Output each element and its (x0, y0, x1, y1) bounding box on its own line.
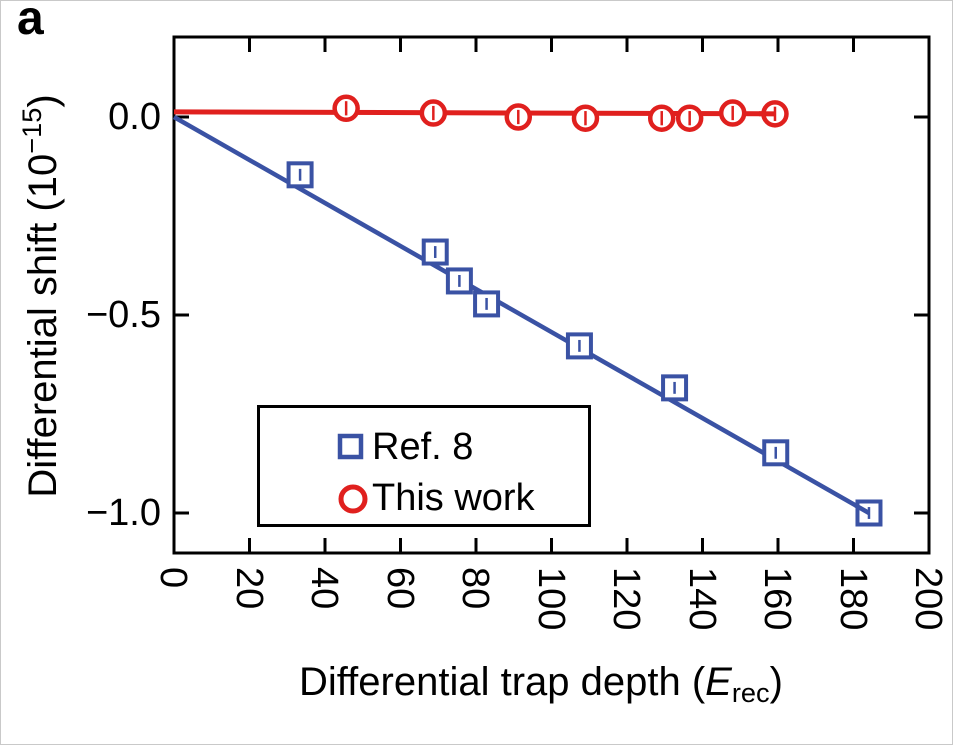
fit-line-thiswork (173, 109, 775, 117)
x-tick-label: 20 (227, 567, 270, 610)
x-tick-label: 40 (303, 567, 345, 610)
thiswork-circle-icon (338, 484, 368, 514)
x-tick-label: 120 (605, 567, 647, 631)
x-axis-title-close: ) (769, 660, 783, 704)
x-axis-title-text: Differential trap depth ( (299, 660, 706, 704)
x-tick-label: 0 (152, 567, 194, 589)
ref8-square-icon (337, 433, 364, 460)
panel-label: a (17, 0, 44, 45)
x-tick-label: 100 (529, 567, 572, 631)
y-tick-label: 0.0 (108, 96, 161, 138)
legend-item-thiswork: This work (260, 466, 588, 524)
legend-circle-glyph (338, 484, 368, 514)
y-tick-label: −1.0 (85, 492, 161, 534)
legend-square-glyph (337, 433, 364, 460)
x-tick-label: 180 (831, 567, 874, 631)
fit-line-end-stub (853, 503, 871, 515)
legend-label-thiswork: This work (372, 477, 535, 519)
x-tick-label: 160 (756, 567, 798, 631)
x-axis-title-subscript: rec (731, 676, 770, 708)
x-axis-title: Differential trap depth (Erec) (241, 659, 841, 708)
legend: Ref. 8 This work (257, 405, 591, 527)
legend-item-ref8: Ref. 8 (260, 408, 588, 468)
y-tick-label: −0.5 (85, 294, 161, 336)
legend-label-ref8: Ref. 8 (372, 426, 474, 468)
x-tick-label: 200 (907, 567, 949, 631)
x-tick-label: 60 (378, 567, 421, 610)
x-tick-label: 80 (454, 567, 496, 610)
x-axis-title-variable: E (705, 660, 732, 704)
x-tick-label: 140 (680, 567, 723, 631)
